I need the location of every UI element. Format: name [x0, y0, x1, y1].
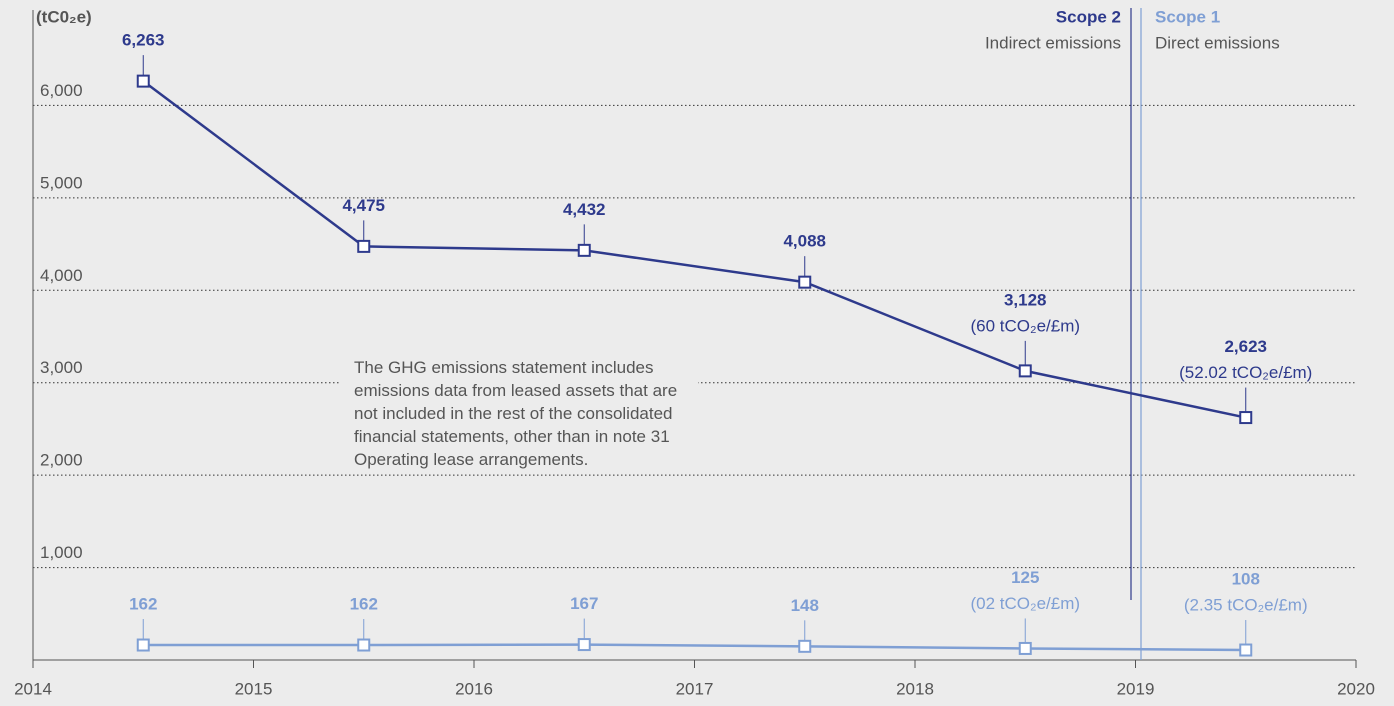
x-tick-label: 2018 [896, 679, 934, 698]
y-tick-label: 5,000 [40, 173, 83, 192]
marker [577, 638, 591, 652]
marker [1018, 641, 1032, 655]
data-label: 108 [1232, 570, 1260, 589]
data-label: 4,475 [342, 196, 385, 215]
legend-name: Scope 2 [1056, 7, 1121, 26]
legend-description: Indirect emissions [985, 33, 1121, 52]
data-note: (02 tCO₂e/£m) [970, 594, 1080, 613]
x-tick-label: 2015 [235, 679, 273, 698]
y-tick-label: 6,000 [40, 81, 83, 100]
y-tick-label: 1,000 [40, 543, 83, 562]
series-line [142, 80, 1247, 419]
marker [1239, 411, 1253, 425]
marker [798, 639, 812, 653]
data-note: (2.35 tCO₂e/£m) [1184, 596, 1308, 615]
y-axis-label: (tC0₂e) [36, 7, 92, 26]
y-tick-label: 4,000 [40, 266, 83, 285]
x-tick-label: 2014 [14, 679, 52, 698]
marker [577, 243, 591, 257]
marker [357, 638, 371, 652]
annotation: The GHG emissions statement includes emi… [340, 356, 698, 471]
data-label: 4,088 [783, 232, 826, 251]
legend-name: Scope 1 [1155, 7, 1220, 26]
marker [357, 239, 371, 253]
data-note: (60 tCO₂e/£m) [970, 316, 1080, 335]
legend-description: Direct emissions [1155, 33, 1280, 52]
data-label: 162 [129, 595, 157, 614]
series-line [143, 643, 1246, 652]
data-label: 125 [1011, 568, 1039, 587]
data-label: 3,128 [1004, 290, 1047, 309]
marker [798, 275, 812, 289]
y-tick-label: 2,000 [40, 451, 83, 470]
marker [1018, 364, 1032, 378]
data-label: 167 [570, 594, 598, 613]
data-label: 4,432 [563, 200, 606, 219]
marker [136, 74, 150, 88]
x-tick-label: 2019 [1117, 679, 1155, 698]
data-label: 6,263 [122, 31, 165, 50]
data-label: 162 [350, 595, 378, 614]
x-tick-label: 2020 [1337, 679, 1375, 698]
data-label: 2,623 [1224, 337, 1267, 356]
marker [136, 638, 150, 652]
data-note: (52.02 tCO₂e/£m) [1179, 363, 1312, 382]
data-label: 148 [791, 596, 819, 615]
x-tick-label: 2016 [455, 679, 493, 698]
x-tick-label: 2017 [676, 679, 714, 698]
marker [1239, 643, 1253, 657]
y-tick-label: 3,000 [40, 358, 83, 377]
